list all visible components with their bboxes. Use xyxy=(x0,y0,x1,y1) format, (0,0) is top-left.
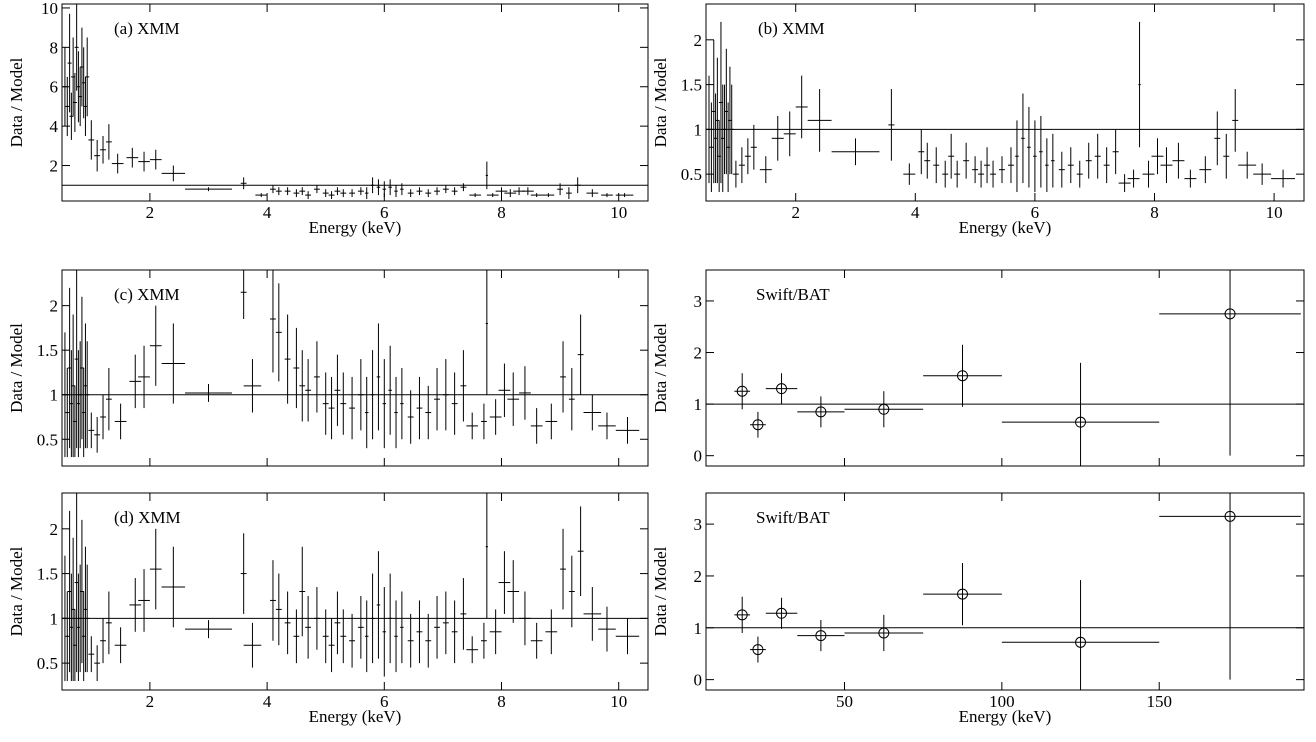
y-tick-label: 10 xyxy=(41,0,58,18)
x-tick-label: 2 xyxy=(791,203,800,222)
x-axis-label: Energy (keV) xyxy=(959,707,1052,726)
data-point xyxy=(878,403,890,415)
x-tick-label: 6 xyxy=(380,692,389,711)
x-tick-label: 10 xyxy=(1266,203,1283,222)
panel-annotation: Swift/BAT xyxy=(756,508,830,527)
panel-b: 2 4 6 8 10 0.5 1 1.5 2 Energy (keV) Data / Model (b… xyxy=(651,3,1305,237)
panel-d: 2 4 6 8 10 0.5 1 1.5 2 Energy (keV) Data / Model (d… xyxy=(7,492,649,726)
y-tick-label: 0.5 xyxy=(37,654,58,673)
panel-e: 0 1 2 3 Data / Model Swift/BAT xyxy=(651,269,1305,467)
plot-frame xyxy=(705,492,1305,691)
x-axis-label: Energy (keV) xyxy=(309,218,402,237)
data-point xyxy=(1075,636,1087,648)
y-tick-label: 0 xyxy=(694,447,703,466)
x-tick-label: 4 xyxy=(911,203,920,222)
y-tick-label: 3 xyxy=(694,292,703,311)
data-marks xyxy=(706,493,1304,690)
y-tick-label: 1.5 xyxy=(37,565,58,584)
x-tick-label: 150 xyxy=(1146,692,1172,711)
data-point xyxy=(878,627,890,639)
data-point xyxy=(736,609,748,621)
panel-c: 0.5 1 1.5 2 Data / Model (c) XMM xyxy=(7,269,649,467)
data-marks xyxy=(706,270,1304,466)
panel-a: 2 4 6 8 10 2 4 6 8 10 Energy (keV) Data / Model (a) … xyxy=(7,0,649,237)
y-tick-label: 4 xyxy=(50,117,59,136)
y-axis-label: Data / Model xyxy=(651,57,670,147)
y-tick-label: 2 xyxy=(694,31,703,50)
x-tick-label: 8 xyxy=(497,203,506,222)
y-tick-label: 1 xyxy=(694,619,703,638)
x-tick-label: 6 xyxy=(1031,203,1040,222)
plot-frame xyxy=(61,492,649,691)
data-point xyxy=(776,607,788,619)
panel-annotation: (a) XMM xyxy=(114,19,180,38)
y-tick-label: 2 xyxy=(694,344,703,363)
y-tick-label: 1 xyxy=(694,120,703,139)
x-axis-label: Energy (keV) xyxy=(309,707,402,726)
data-marks xyxy=(62,270,648,458)
x-tick-label: 10 xyxy=(610,692,627,711)
panel-annotation: (c) XMM xyxy=(114,285,180,304)
data-marks xyxy=(62,493,648,682)
data-point xyxy=(1224,510,1236,522)
panel-annotation: (d) XMM xyxy=(114,508,181,527)
plot-frame xyxy=(61,269,649,467)
x-axis-label: Energy (keV) xyxy=(959,218,1052,237)
data-point xyxy=(752,419,764,431)
data-point xyxy=(815,630,827,642)
data-point xyxy=(752,644,764,656)
x-tick-label: 100 xyxy=(989,692,1015,711)
data-point xyxy=(957,370,969,382)
data-marks xyxy=(706,21,1304,193)
y-tick-label: 2 xyxy=(50,297,59,316)
y-tick-label: 0 xyxy=(694,671,703,690)
data-point xyxy=(957,588,969,600)
y-tick-label: 2 xyxy=(50,157,59,176)
panel-f: 50 100 150 0 1 2 3 Energy (keV) Data / Model Swif… xyxy=(651,492,1305,726)
y-tick-label: 1.5 xyxy=(37,341,58,360)
y-tick-label: 2 xyxy=(694,567,703,586)
data-point xyxy=(736,385,748,397)
data-marks xyxy=(62,4,648,200)
x-tick-label: 4 xyxy=(263,203,272,222)
y-tick-label: 0.5 xyxy=(681,165,702,184)
y-tick-label: 3 xyxy=(694,515,703,534)
y-tick-label: 2 xyxy=(50,520,59,539)
data-point xyxy=(776,383,788,395)
y-axis-label: Data / Model xyxy=(651,323,670,413)
x-tick-label: 50 xyxy=(836,692,853,711)
y-axis-label: Data / Model xyxy=(7,57,26,147)
y-tick-label: 6 xyxy=(50,78,59,97)
data-point xyxy=(1224,308,1236,320)
y-tick-label: 1 xyxy=(694,395,703,414)
plot-frame xyxy=(705,269,1305,467)
y-tick-label: 1 xyxy=(50,609,59,628)
plot-frame xyxy=(61,3,649,202)
y-axis-label: Data / Model xyxy=(7,546,26,636)
panel-annotation: (b) XMM xyxy=(758,19,825,38)
data-point xyxy=(815,406,827,418)
y-tick-label: 0.5 xyxy=(37,430,58,449)
y-tick-label: 1 xyxy=(50,386,59,405)
y-tick-label: 8 xyxy=(50,38,59,57)
x-tick-label: 2 xyxy=(146,692,155,711)
x-tick-label: 4 xyxy=(263,692,272,711)
data-point xyxy=(1075,416,1087,428)
y-axis-label: Data / Model xyxy=(7,323,26,413)
y-axis-label: Data / Model xyxy=(651,546,670,636)
x-tick-label: 2 xyxy=(146,203,155,222)
x-tick-label: 8 xyxy=(497,692,506,711)
plot-frame xyxy=(705,3,1305,202)
x-tick-label: 10 xyxy=(610,203,627,222)
x-tick-label: 6 xyxy=(380,203,389,222)
x-tick-label: 8 xyxy=(1150,203,1159,222)
y-tick-label: 1.5 xyxy=(681,76,702,95)
panel-annotation: Swift/BAT xyxy=(756,285,830,304)
